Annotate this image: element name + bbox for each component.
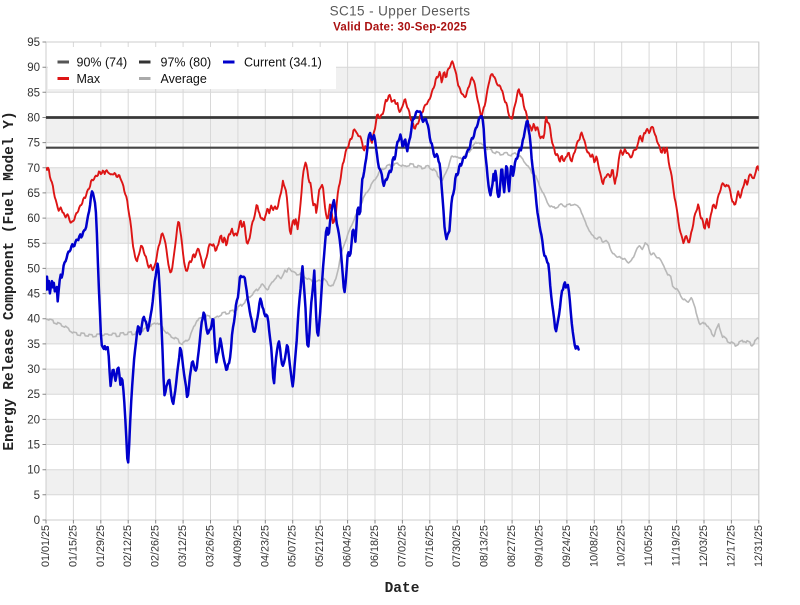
svg-text:11/05/25: 11/05/25 bbox=[643, 525, 655, 566]
svg-text:07/30/25: 07/30/25 bbox=[451, 525, 463, 567]
svg-text:35: 35 bbox=[27, 339, 40, 351]
svg-text:12/03/25: 12/03/25 bbox=[698, 525, 710, 567]
svg-text:07/02/25: 07/02/25 bbox=[396, 525, 408, 567]
svg-text:5: 5 bbox=[34, 490, 40, 502]
svg-text:90% (74): 90% (74) bbox=[77, 56, 128, 70]
svg-text:08/13/25: 08/13/25 bbox=[479, 525, 491, 567]
svg-text:Current (34.1): Current (34.1) bbox=[244, 56, 322, 70]
svg-text:80: 80 bbox=[27, 113, 40, 125]
svg-text:95: 95 bbox=[27, 37, 40, 49]
svg-text:Energy Release Component (Fuel: Energy Release Component (Fuel Model Y) bbox=[2, 111, 18, 450]
svg-text:09/24/25: 09/24/25 bbox=[561, 525, 573, 567]
svg-text:11/19/25: 11/19/25 bbox=[671, 525, 683, 566]
svg-text:10: 10 bbox=[27, 465, 40, 477]
svg-text:02/12/25: 02/12/25 bbox=[122, 525, 134, 567]
svg-text:04/23/25: 04/23/25 bbox=[259, 525, 271, 567]
svg-text:25: 25 bbox=[27, 389, 40, 401]
svg-text:08/27/25: 08/27/25 bbox=[506, 525, 518, 567]
svg-text:Valid Date: 30-Sep-2025: Valid Date: 30-Sep-2025 bbox=[333, 22, 467, 34]
svg-text:Average: Average bbox=[161, 72, 207, 86]
svg-text:SC15 - Upper Deserts: SC15 - Upper Deserts bbox=[330, 4, 471, 19]
svg-text:10/08/25: 10/08/25 bbox=[588, 525, 600, 567]
svg-text:01/01/25: 01/01/25 bbox=[40, 525, 52, 567]
svg-text:05/07/25: 05/07/25 bbox=[287, 525, 299, 567]
svg-text:55: 55 bbox=[27, 238, 40, 250]
svg-text:50: 50 bbox=[27, 263, 40, 275]
svg-text:20: 20 bbox=[27, 414, 40, 426]
svg-text:06/04/25: 06/04/25 bbox=[342, 525, 354, 567]
svg-text:90: 90 bbox=[27, 62, 40, 74]
svg-text:Date: Date bbox=[385, 581, 420, 597]
svg-text:10/22/25: 10/22/25 bbox=[616, 525, 628, 567]
svg-text:70: 70 bbox=[27, 163, 40, 175]
svg-text:07/16/25: 07/16/25 bbox=[424, 525, 436, 567]
svg-text:04/09/25: 04/09/25 bbox=[232, 525, 244, 567]
svg-text:30: 30 bbox=[27, 364, 40, 376]
svg-text:12/31/25: 12/31/25 bbox=[753, 525, 765, 567]
svg-text:01/15/25: 01/15/25 bbox=[67, 525, 79, 567]
svg-text:60: 60 bbox=[27, 213, 40, 225]
svg-text:15: 15 bbox=[27, 440, 40, 452]
svg-text:97% (80): 97% (80) bbox=[161, 56, 212, 70]
svg-text:40: 40 bbox=[27, 314, 40, 326]
svg-text:65: 65 bbox=[27, 188, 40, 200]
svg-text:06/18/25: 06/18/25 bbox=[369, 525, 381, 567]
svg-text:05/21/25: 05/21/25 bbox=[314, 525, 326, 567]
svg-text:85: 85 bbox=[27, 87, 40, 99]
svg-text:45: 45 bbox=[27, 289, 40, 301]
svg-text:Max: Max bbox=[77, 72, 101, 86]
svg-text:03/26/25: 03/26/25 bbox=[205, 525, 217, 567]
svg-text:75: 75 bbox=[27, 138, 40, 150]
svg-text:12/17/25: 12/17/25 bbox=[725, 525, 737, 567]
svg-text:0: 0 bbox=[34, 515, 40, 527]
svg-text:03/12/25: 03/12/25 bbox=[177, 525, 189, 567]
svg-text:09/10/25: 09/10/25 bbox=[534, 525, 546, 567]
svg-text:01/29/25: 01/29/25 bbox=[95, 525, 107, 567]
svg-text:02/26/25: 02/26/25 bbox=[150, 525, 162, 567]
